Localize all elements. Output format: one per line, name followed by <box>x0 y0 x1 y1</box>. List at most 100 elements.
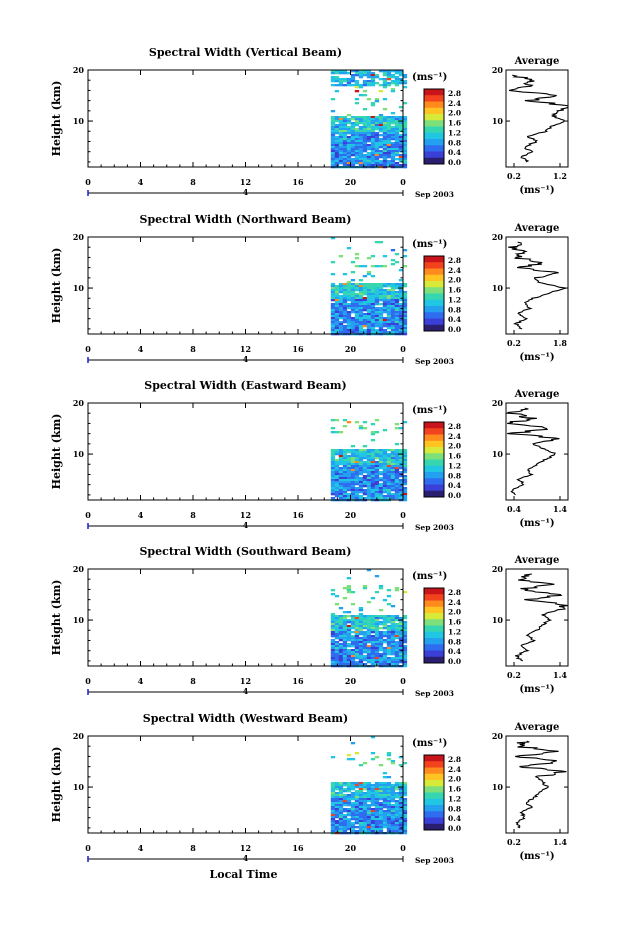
heatmap-cell <box>338 315 344 318</box>
heatmap-cell <box>402 451 408 454</box>
heatmap-cell <box>350 742 356 745</box>
heatmap-cell <box>338 493 344 496</box>
heatmap-cell <box>394 126 400 129</box>
heatmap-cell <box>382 631 388 634</box>
heatmap-cell <box>398 116 404 119</box>
heatmap-cell <box>374 313 380 316</box>
heatmap-cell <box>382 78 388 81</box>
heatmap-cell <box>342 637 348 640</box>
heatmap-cell <box>346 824 352 827</box>
heatmap-cell <box>350 483 356 486</box>
heatmap-cell <box>390 824 396 827</box>
heatmap-cells <box>330 237 408 336</box>
heatmap-cell <box>350 814 356 817</box>
heatmap-cell <box>386 816 392 819</box>
heatmap-cell <box>366 84 372 87</box>
heatmap-cell <box>362 130 368 133</box>
heatmap-cell <box>398 810 404 813</box>
heatmap-cell <box>338 796 344 799</box>
heatmap-cell <box>374 144 380 147</box>
heatmap-cell <box>358 164 364 167</box>
heatmap-cell <box>330 782 336 785</box>
heatmap-cell <box>386 495 392 498</box>
heatmap-cell <box>342 782 348 785</box>
heatmap-cell <box>402 495 408 498</box>
heatmap-cell <box>350 124 356 127</box>
heatmap-cell <box>358 627 364 630</box>
heatmap-cell <box>342 319 348 322</box>
heatmap-cell <box>346 633 352 636</box>
heatmap-cell <box>350 323 356 326</box>
heatmap-cell <box>390 633 396 636</box>
heatmap-cell <box>374 802 380 805</box>
heatmap-cell <box>370 802 376 805</box>
heatmap-cell <box>330 148 336 151</box>
heatmap-cell <box>390 784 396 787</box>
heatmap-cell <box>354 293 360 296</box>
heatmap-cell <box>350 449 356 452</box>
colorbar-swatch <box>424 805 444 812</box>
heatmap-cell <box>338 140 344 143</box>
heatmap-cell <box>402 463 408 466</box>
heatmap-cell <box>390 132 396 135</box>
heatmap-cell <box>386 311 392 314</box>
heatmap-cell <box>362 802 368 805</box>
heatmap-cell <box>378 128 384 131</box>
heatmap-cell <box>366 303 372 306</box>
y-tick-label: 20 <box>73 65 85 75</box>
heatmap-cell <box>350 489 356 492</box>
heatmap-cell <box>354 796 360 799</box>
heatmap-cell <box>390 647 396 650</box>
heatmap-cell <box>382 293 388 296</box>
heatmap-cell <box>374 150 380 153</box>
heatmap-cell <box>342 283 348 286</box>
x-tick-label: 4 <box>138 510 144 520</box>
heatmap-cell <box>386 453 392 456</box>
heatmap-cell <box>338 305 344 308</box>
heatmap-cell <box>398 303 404 306</box>
heatmap-cell <box>334 138 340 141</box>
heatmap-cell <box>358 826 364 829</box>
heatmap-cell <box>394 649 400 652</box>
heatmap-cell <box>354 469 360 472</box>
heatmap-cell <box>334 305 340 308</box>
heatmap-cell <box>370 325 376 328</box>
heatmap-cell <box>358 800 364 803</box>
heatmap-cell <box>342 285 348 288</box>
heatmap-cell <box>374 241 380 244</box>
heatmap-cell <box>350 810 356 813</box>
heatmap-cell <box>374 621 380 624</box>
heatmap-cell <box>358 140 364 143</box>
heatmap-cell <box>386 589 392 592</box>
heatmap-cell <box>374 122 380 125</box>
heatmap-cell <box>366 313 372 316</box>
heatmap-cell <box>362 822 368 825</box>
heatmap-cell <box>382 82 388 85</box>
panel-title: Spectral Width (Northward Beam) <box>140 213 352 226</box>
heatmap-cell <box>394 641 400 644</box>
heatmap-cell <box>398 645 404 648</box>
heatmap-cell <box>382 788 388 791</box>
heatmap-cell <box>362 631 368 634</box>
heatmap-cell <box>402 493 408 496</box>
heatmap-cell <box>342 453 348 456</box>
heatmap-cell <box>342 790 348 793</box>
heatmap-cell <box>394 311 400 314</box>
heatmap-cell <box>354 637 360 640</box>
heatmap-cell <box>402 120 408 123</box>
heatmap-cell <box>366 649 372 652</box>
heatmap-cell <box>362 421 368 424</box>
heatmap-cell <box>370 453 376 456</box>
heatmap-cell <box>402 136 408 139</box>
heatmap-cell <box>362 305 368 308</box>
heatmap-cell <box>346 798 352 801</box>
heatmap-cell <box>350 481 356 484</box>
heatmap-cell <box>370 291 376 294</box>
heatmap-cell <box>358 72 364 75</box>
heatmap-cell <box>398 617 404 620</box>
heatmap-cell <box>354 162 360 165</box>
heatmap-cell <box>354 657 360 660</box>
heatmap-cell <box>386 641 392 644</box>
heatmap-cell <box>386 299 392 302</box>
colorbar-unit: (ms⁻¹) <box>412 571 447 582</box>
